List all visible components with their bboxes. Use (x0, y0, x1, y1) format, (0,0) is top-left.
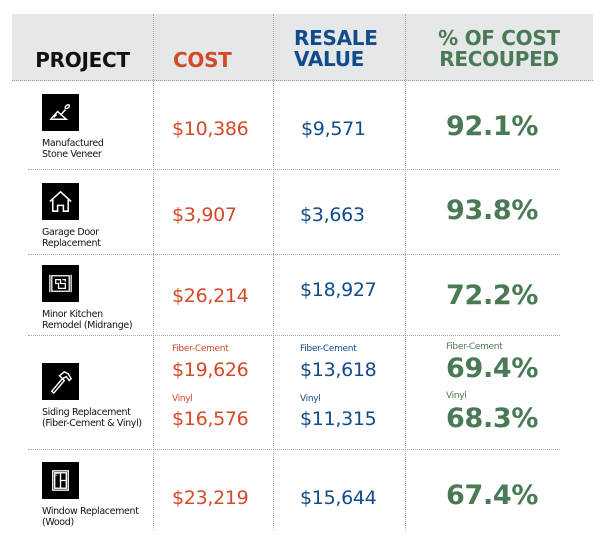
cost-value: $23,219 (172, 487, 249, 509)
row-divider (28, 449, 560, 450)
header-cost-label: COST (173, 48, 232, 72)
table-header: PROJECT COST RESALE VALUE % OF COST RECO… (12, 14, 593, 81)
blueprint-icon (42, 265, 79, 302)
cost-value: $3,907 (172, 204, 237, 226)
variant-label-vinyl: Vinyl (300, 394, 321, 404)
table-row: Garage Door Replacement $3,907 $3,663 93… (0, 169, 612, 254)
resale-value: $18,927 (300, 279, 377, 301)
variant-label-vinyl: Vinyl (446, 391, 467, 401)
row-divider (28, 335, 560, 336)
row-divider (28, 254, 560, 255)
project-label-line1: Window Replacement (42, 506, 139, 517)
resale-value: $9,571 (301, 118, 366, 140)
recouped-value: 93.8% (446, 195, 539, 226)
trowel-icon (42, 94, 79, 131)
header-resale-value: RESALE VALUE (273, 14, 405, 81)
cost-value-vinyl: $16,576 (172, 408, 249, 430)
cost-value: $26,214 (172, 285, 249, 307)
variant-label-fiber-cement: Fiber-Cement (300, 344, 357, 354)
house-icon (42, 183, 79, 220)
project-cell: Siding Replacement (Fiber-Cement & Vinyl… (42, 363, 152, 429)
header-project: PROJECT (12, 14, 153, 81)
recouped-value: 67.4% (446, 480, 539, 511)
cost-value-fiber-cement: $19,626 (172, 359, 249, 381)
project-label-line1: Minor Kitchen (42, 309, 103, 320)
project-label-line2: (Fiber-Cement & Vinyl) (42, 418, 142, 429)
column-divider (405, 14, 406, 530)
hammer-icon (42, 363, 79, 400)
column-divider (273, 14, 274, 530)
header-recoup-line2: RECOUPED (439, 47, 559, 71)
project-cell: Minor Kitchen Remodel (Midrange) (42, 265, 152, 331)
header-project-label: PROJECT (35, 48, 130, 72)
cost-value: $10,386 (172, 118, 249, 140)
project-label: Window Replacement (Wood) (42, 506, 152, 528)
project-cell: Manufactured Stone Veneer (42, 94, 152, 160)
project-label-line2: (Wood) (42, 517, 74, 528)
header-recoup-line1: % OF COST (438, 26, 560, 50)
table-row: Manufactured Stone Veneer $10,386 $9,571… (0, 81, 612, 169)
project-label: Garage Door Replacement (42, 227, 152, 249)
table-row: Minor Kitchen Remodel (Midrange) $26,214… (0, 254, 612, 335)
project-cell: Garage Door Replacement (42, 183, 152, 249)
variant-label-fiber-cement: Fiber-Cement (446, 342, 503, 352)
resale-value-fiber-cement: $13,618 (300, 359, 377, 381)
project-label-line1: Siding Replacement (42, 407, 131, 418)
variant-label-vinyl: Vinyl (172, 394, 193, 404)
recouped-value-vinyl: 68.3% (446, 403, 539, 434)
column-divider (153, 14, 154, 530)
variant-label-fiber-cement: Fiber-Cement (172, 344, 229, 354)
project-label: Manufactured Stone Veneer (42, 138, 152, 160)
project-cell: Window Replacement (Wood) (42, 462, 152, 528)
project-label-line2: Replacement (42, 238, 101, 249)
project-label: Minor Kitchen Remodel (Midrange) (42, 309, 152, 331)
project-label-line1: Manufactured (42, 138, 104, 149)
table-row: Window Replacement (Wood) $23,219 $15,64… (0, 449, 612, 534)
project-label-line1: Garage Door (42, 227, 99, 238)
resale-value: $3,663 (300, 204, 365, 226)
header-resale-line2: VALUE (294, 47, 365, 71)
recouped-value-fiber-cement: 69.4% (446, 353, 539, 384)
project-label: Siding Replacement (Fiber-Cement & Vinyl… (42, 407, 152, 429)
table-row: Siding Replacement (Fiber-Cement & Vinyl… (0, 335, 612, 449)
recouped-value: 72.2% (446, 280, 539, 311)
project-label-line2: Stone Veneer (42, 149, 102, 160)
header-resale-line1: RESALE (294, 26, 378, 50)
project-label-line2: Remodel (Midrange) (42, 320, 133, 331)
window-icon (42, 462, 79, 499)
header-percent-recouped: % OF COST RECOUPED (405, 14, 593, 81)
header-cost: COST (153, 14, 273, 81)
recouped-value: 92.1% (446, 111, 539, 142)
row-divider (28, 169, 560, 170)
resale-value: $15,644 (300, 487, 377, 509)
resale-value-vinyl: $11,315 (300, 408, 377, 430)
